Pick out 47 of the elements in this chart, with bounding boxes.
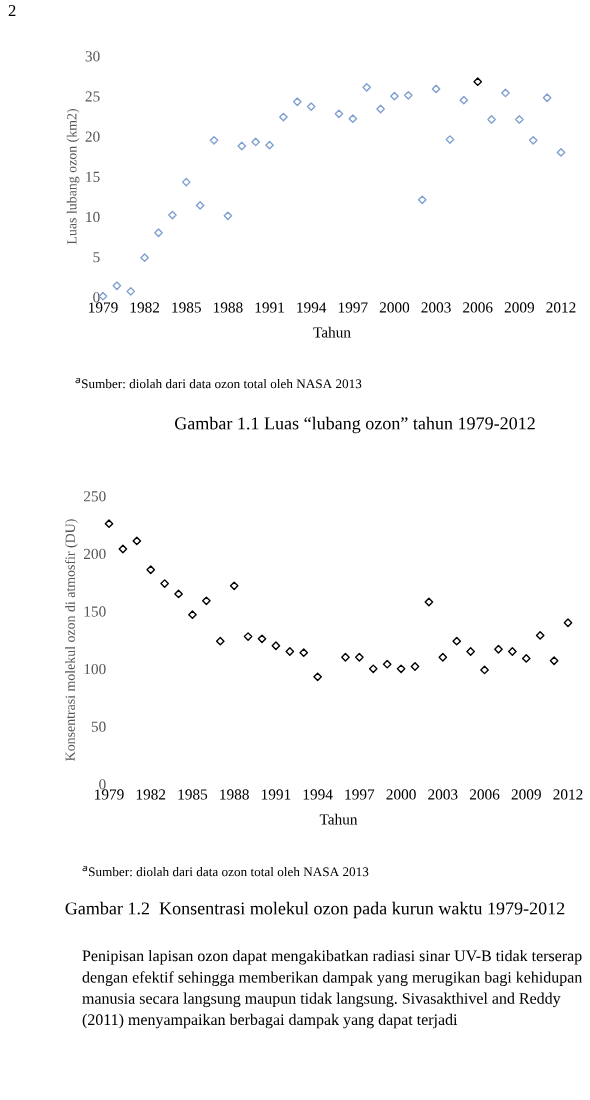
y-tick-label: 25	[85, 91, 100, 102]
x-tick-label: 2000	[386, 789, 416, 800]
x-tick-label: 2003	[428, 789, 458, 800]
text: $^{a}$Sumber: diolah dari data ozon total oleh NASA 2013	[82, 865, 369, 877]
text: Gambar 1.1 Luas “lubang ozon” tahun 1979-2012	[174, 416, 535, 434]
x-tick-label: 1991	[255, 302, 284, 313]
x-tick-label: 2012	[553, 789, 583, 800]
y-axis-title: Konsentrasi molekul ozon di atmosfir (DU)	[65, 519, 78, 761]
x-tick-label: 2006	[469, 789, 500, 800]
x-tick-label: 1994	[303, 789, 333, 800]
x-tick-label: 2000	[379, 302, 410, 313]
x-tick-label: 1979	[95, 789, 124, 800]
y-tick-label: 5	[93, 252, 100, 263]
y-tick-label: 0	[99, 779, 106, 790]
y-tick-label: 250	[83, 491, 106, 502]
y-tick-label: 150	[84, 606, 106, 617]
x-tick-label: 1997	[345, 789, 375, 800]
text: 2	[8, 4, 16, 17]
y-tick-label: 15	[86, 171, 100, 182]
y-tick-label: 200	[83, 548, 106, 560]
y-tick-label: 20	[85, 131, 100, 142]
x-tick-label: 2003	[421, 302, 451, 313]
text: Penipisan lapisan ozon dapat mengakibatkan radiasi sinar UV-B tidak terserap dengan efektif sehingga memberikan dampak yang merugikan bagi kehidupan manusia secara langsung maupun tidak langsung. Sivasakthivel and Reddy (2011) menyampaikan berbagai dampak yang dapat terjadi	[82, 950, 583, 1029]
x-tick-label: 2012	[546, 302, 576, 313]
x-tick-label: 1985	[178, 789, 208, 800]
x-tick-label: 2009	[504, 302, 535, 313]
y-tick-label: 0	[93, 292, 100, 303]
y-tick-label: 100	[84, 663, 106, 675]
x-tick-label: 1997	[338, 302, 368, 313]
text: $^{a}$Sumber: diolah dari data ozon total oleh NASA 2013	[75, 377, 362, 389]
x-axis-title: Tahun	[313, 326, 351, 338]
y-axis-title: Luas lubang ozon (km2)	[66, 109, 80, 245]
y-tick-label: 10	[86, 211, 100, 223]
x-tick-label: 1979	[89, 302, 118, 313]
x-tick-label: 1982	[136, 789, 166, 800]
y-tick-label: 30	[85, 51, 100, 62]
text: Gambar 1.2 Konsentrasi molekul ozon pada kurun waktu 1979-2012	[65, 901, 565, 919]
x-tick-label: 1991	[261, 789, 291, 800]
x-tick-label: 1988	[213, 302, 243, 313]
x-tick-label: 1985	[172, 302, 201, 313]
x-tick-label: 1988	[220, 789, 249, 800]
x-axis-title: Tahun	[319, 813, 358, 825]
y-tick-label: 50	[91, 721, 106, 732]
x-tick-label: 1994	[297, 302, 327, 313]
x-tick-label: 2009	[511, 789, 541, 800]
x-tick-label: 1982	[130, 302, 160, 313]
x-tick-label: 2006	[463, 302, 493, 313]
